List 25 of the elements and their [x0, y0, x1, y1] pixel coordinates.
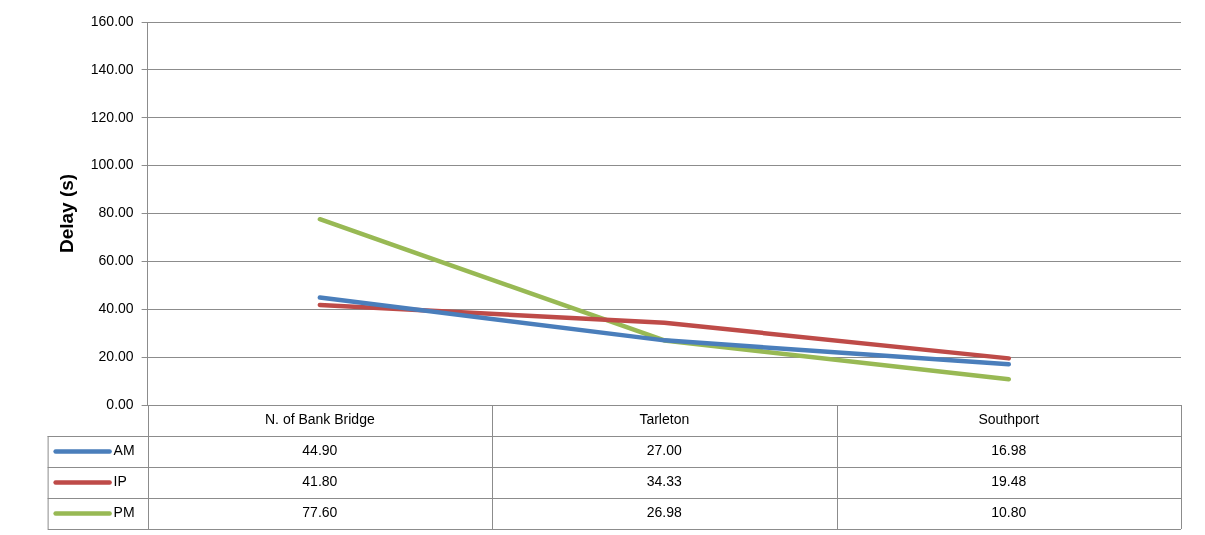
legend-label: PM [113, 504, 135, 521]
legend-label: AM [113, 442, 135, 459]
data-label: 27.00 [646, 442, 683, 459]
x-tick-label: Southport [978, 411, 1040, 428]
y-tick-label: 0.00 [106, 395, 134, 412]
data-label: 16.98 [991, 442, 1027, 459]
data-label: 19.48 [991, 473, 1027, 490]
y-tick-label: 120.00 [90, 108, 134, 125]
y-tick-label: 80.00 [98, 204, 134, 221]
y-tick-label: 20.00 [98, 347, 134, 364]
y-tick-label: 60.00 [98, 252, 134, 269]
data-label: 10.80 [991, 504, 1027, 521]
data-label: 26.98 [646, 504, 683, 521]
data-label: 44.90 [302, 442, 338, 459]
y-tick-label: 100.00 [90, 156, 134, 173]
data-label: 41.80 [302, 473, 338, 490]
y-axis-title: Delay (s) [55, 173, 77, 254]
y-tick-label: 40.00 [98, 300, 134, 317]
legend-label: IP [113, 473, 127, 490]
y-tick-label: 160.00 [90, 12, 134, 29]
x-tick-label: N. of Bank Bridge [264, 411, 375, 428]
y-tick-label: 140.00 [90, 60, 134, 77]
data-label: 34.33 [646, 473, 683, 490]
data-label: 77.60 [302, 504, 338, 521]
x-tick-label: Tarleton [639, 411, 690, 428]
